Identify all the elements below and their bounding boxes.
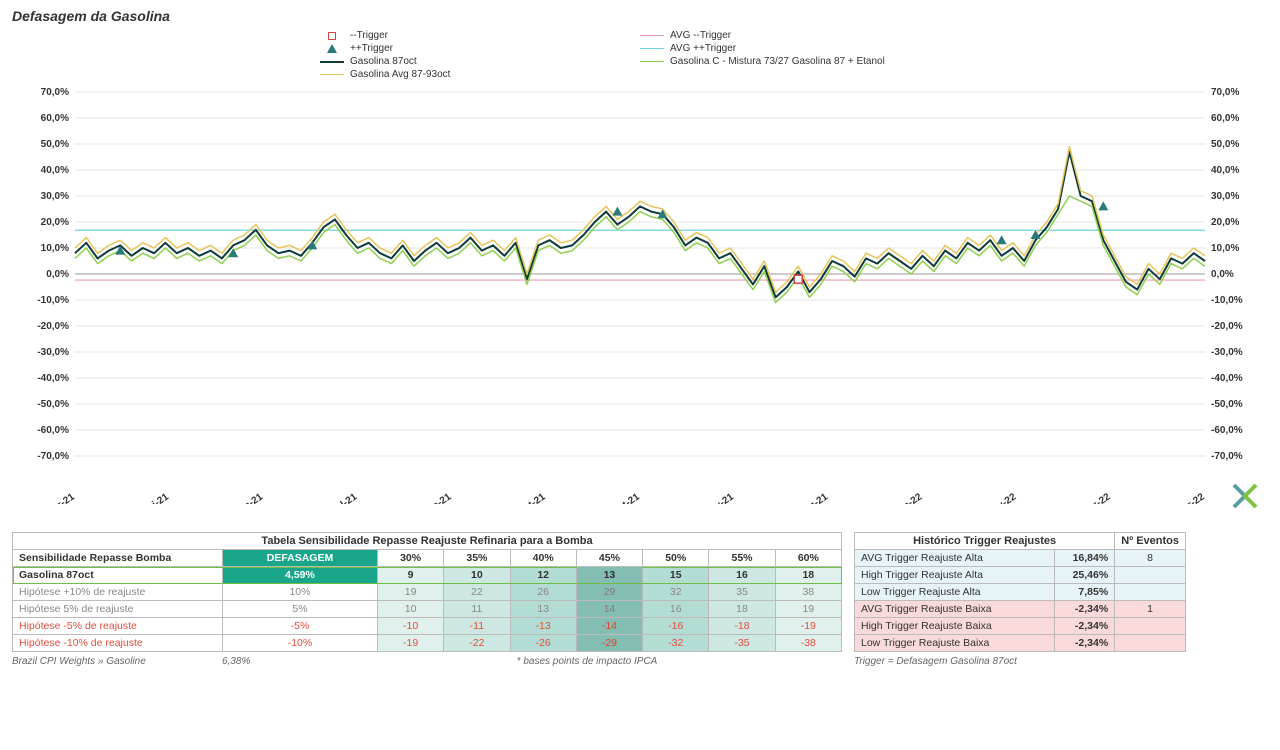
page-title: Defasagem da Gasolina bbox=[12, 8, 1268, 24]
svg-text:jul-21: jul-21 bbox=[331, 491, 360, 504]
svg-text:-70,0%: -70,0% bbox=[37, 451, 69, 462]
svg-text:nov-21: nov-21 bbox=[703, 491, 736, 504]
sensitivity-table: Tabela Sensibilidade Repasse Reajuste Re… bbox=[12, 532, 842, 652]
table-row: AVG Trigger Reajuste Alta16,84%8 bbox=[855, 550, 1186, 567]
svg-text:40,0%: 40,0% bbox=[41, 165, 69, 176]
svg-text:30,0%: 30,0% bbox=[41, 191, 69, 202]
svg-text:60,0%: 60,0% bbox=[41, 113, 69, 124]
svg-text:10,0%: 10,0% bbox=[41, 243, 69, 254]
svg-text:70,0%: 70,0% bbox=[1211, 87, 1239, 98]
sensitivity-table-wrapper: Tabela Sensibilidade Repasse Reajuste Re… bbox=[12, 532, 842, 667]
legend-item: Gasolina 87oct bbox=[320, 56, 640, 67]
svg-text:20,0%: 20,0% bbox=[1211, 217, 1239, 228]
svg-text:60,0%: 60,0% bbox=[1211, 113, 1239, 124]
sensitivity-footnote: Brazil CPI Weights » Gasoline 6,38% * ba… bbox=[12, 656, 842, 667]
table-row: High Trigger Reajuste Alta25,46% bbox=[855, 567, 1186, 584]
svg-text:40,0%: 40,0% bbox=[1211, 165, 1239, 176]
svg-text:-50,0%: -50,0% bbox=[37, 399, 69, 410]
history-table: Histórico Trigger ReajustesNº EventosAVG… bbox=[854, 532, 1186, 652]
chart-legend: --Trigger++TriggerGasolina 87octGasolina… bbox=[12, 30, 1268, 80]
table-row: Low Trigger Reajuste Alta7,85% bbox=[855, 584, 1186, 601]
svg-text:-30,0%: -30,0% bbox=[37, 347, 69, 358]
svg-text:abr-22: abr-22 bbox=[1176, 491, 1207, 504]
footnote-left: Brazil CPI Weights » Gasoline bbox=[12, 656, 222, 667]
legend-item: AVG --Trigger bbox=[640, 30, 960, 41]
svg-text:20,0%: 20,0% bbox=[41, 217, 69, 228]
brand-logo-icon bbox=[1232, 483, 1258, 512]
svg-text:set-21: set-21 bbox=[518, 491, 548, 504]
svg-text:-50,0%: -50,0% bbox=[1211, 399, 1243, 410]
svg-text:0,0%: 0,0% bbox=[46, 269, 69, 280]
table-row: Hipótese -5% de reajuste-5%-10-11-13-14-… bbox=[13, 618, 842, 635]
svg-text:out-21: out-21 bbox=[611, 491, 642, 504]
svg-text:-20,0%: -20,0% bbox=[37, 321, 69, 332]
svg-text:70,0%: 70,0% bbox=[41, 87, 69, 98]
history-table-wrapper: Histórico Trigger ReajustesNº EventosAVG… bbox=[854, 532, 1186, 667]
svg-text:-60,0%: -60,0% bbox=[1211, 425, 1243, 436]
history-footnote: Trigger = Defasagem Gasolina 87oct bbox=[854, 656, 1186, 667]
legend-item: Gasolina Avg 87-93oct bbox=[320, 69, 640, 80]
svg-text:-40,0%: -40,0% bbox=[1211, 373, 1243, 384]
svg-text:fev-22: fev-22 bbox=[988, 491, 1018, 504]
svg-text:50,0%: 50,0% bbox=[1211, 139, 1239, 150]
table-row: Low Trigger Reajuste Baixa-2,34% bbox=[855, 635, 1186, 652]
footnote-weight: 6,38% bbox=[222, 656, 332, 667]
table-row: Hipótese +10% de reajuste10%192226293235… bbox=[13, 584, 842, 601]
svg-text:50,0%: 50,0% bbox=[41, 139, 69, 150]
table-row: Gasolina 87oct4,59%9101213151618 bbox=[13, 567, 842, 584]
legend-item: AVG ++Trigger bbox=[640, 43, 960, 54]
svg-text:10,0%: 10,0% bbox=[1211, 243, 1239, 254]
svg-text:30,0%: 30,0% bbox=[1211, 191, 1239, 202]
line-chart: -70,0% -70,0% -60,0% -60,0% -50,0% -50,0% -40,… bbox=[20, 84, 1260, 504]
table-row: Hipótese 5% de reajuste5%10111314161819 bbox=[13, 601, 842, 618]
svg-text:-40,0%: -40,0% bbox=[37, 373, 69, 384]
svg-text:jan-22: jan-22 bbox=[893, 491, 924, 504]
svg-text:-60,0%: -60,0% bbox=[37, 425, 69, 436]
table-row: High Trigger Reajuste Baixa-2,34% bbox=[855, 618, 1186, 635]
table-row: Hipótese -10% de reajuste-10%-19-22-26-2… bbox=[13, 635, 842, 652]
table-row: AVG Trigger Reajuste Baixa-2,34%1 bbox=[855, 601, 1186, 618]
legend-item: Gasolina C - Mistura 73/27 Gasolina 87 +… bbox=[640, 56, 960, 67]
svg-text:abr-21: abr-21 bbox=[46, 491, 77, 504]
footnote-right: * bases points de impacto IPCA bbox=[332, 656, 842, 667]
svg-text:-20,0%: -20,0% bbox=[1211, 321, 1243, 332]
svg-text:dez-21: dez-21 bbox=[798, 491, 830, 504]
svg-text:-10,0%: -10,0% bbox=[37, 295, 69, 306]
svg-text:jun-21: jun-21 bbox=[234, 491, 266, 504]
svg-text:mar-22: mar-22 bbox=[1079, 491, 1113, 504]
legend-item: ++Trigger bbox=[320, 43, 640, 54]
svg-text:mai-21: mai-21 bbox=[139, 491, 172, 504]
svg-text:-10,0%: -10,0% bbox=[1211, 295, 1243, 306]
legend-item: --Trigger bbox=[320, 30, 640, 41]
svg-text:0,0%: 0,0% bbox=[1211, 269, 1234, 280]
svg-text:-30,0%: -30,0% bbox=[1211, 347, 1243, 358]
svg-text:ago-21: ago-21 bbox=[421, 491, 454, 504]
svg-text:-70,0%: -70,0% bbox=[1211, 451, 1243, 462]
